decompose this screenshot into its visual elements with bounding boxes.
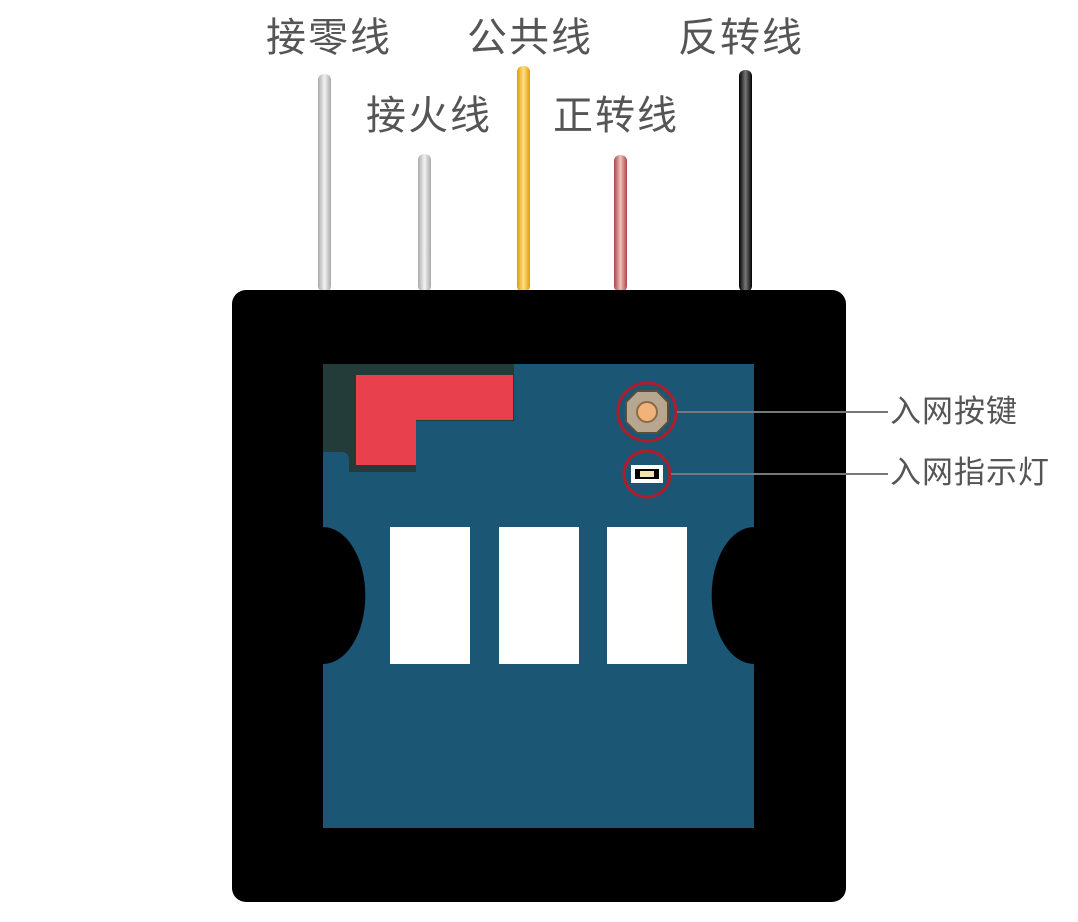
pair-indicator-highlight-ring [622,449,672,499]
pair-button[interactable] [616,381,678,443]
wire-forward [614,155,627,292]
wire-common [517,66,530,292]
pair-indicator-led [622,449,672,499]
pair-button-label: 入网按键 [890,394,1018,430]
pair-button-cap [636,401,658,423]
wire-label-neutral: 接零线 [266,15,392,61]
wire-live [418,154,431,292]
wire-label-common: 公共线 [467,15,593,61]
pair-button-highlight-ring [616,381,678,443]
right-notch [711,527,780,664]
pad-1 [390,527,470,664]
wire-label-forward: 正转线 [553,93,679,139]
wire-neutral [318,74,331,292]
pad-2 [499,527,579,664]
wire-label-live: 接火线 [366,93,492,139]
pair-indicator-label: 入网指示灯 [890,455,1050,491]
left-notch [300,527,366,664]
wire-reverse [739,70,752,292]
pad-3 [607,527,687,664]
wire-label-reverse: 反转线 [678,15,804,61]
red-component [356,375,513,465]
